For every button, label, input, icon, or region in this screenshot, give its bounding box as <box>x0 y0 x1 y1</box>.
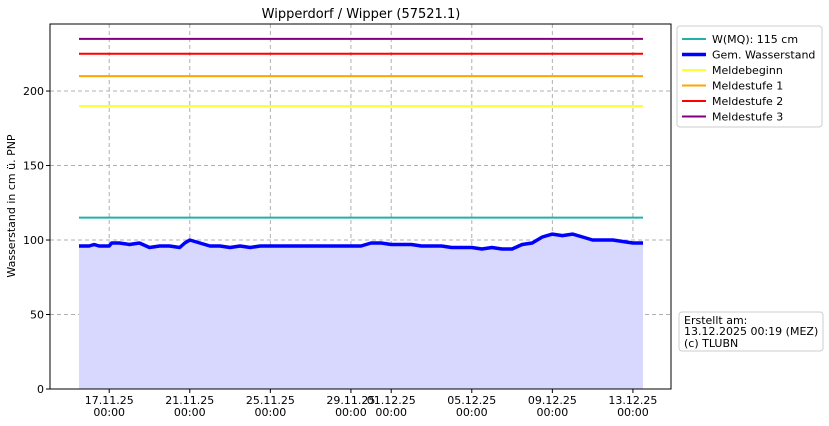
x-tick-label-date: 25.11.25 <box>246 394 295 407</box>
legend-box <box>676 25 823 128</box>
legend-label: Meldestufe 3 <box>712 111 783 124</box>
note-line-1: Erstellt am: <box>684 314 747 327</box>
x-tick-label-time: 00:00 <box>617 406 649 419</box>
x-tick-label-date: 29.11.25 <box>326 394 375 407</box>
water-level-area <box>79 234 643 389</box>
x-tick-label-time: 00:00 <box>335 406 367 419</box>
x-tick-label-time: 00:00 <box>456 406 488 419</box>
legend-label: Meldestufe 2 <box>712 95 783 108</box>
x-tick-label-date: 13.12.25 <box>608 394 657 407</box>
note-line-3: (c) TLUBN <box>684 337 738 350</box>
legend: W(MQ): 115 cm Gem. Wasserstand Meldebeginn… <box>676 25 823 128</box>
chart-title: Wipperdorf / Wipper (57521.1) <box>262 7 461 22</box>
x-tick-label-time: 00:00 <box>93 406 125 419</box>
water-level-fill <box>79 234 643 389</box>
x-tick-label-date: 01.12.25 <box>367 394 416 407</box>
x-tick-label-date: 17.11.25 <box>85 394 134 407</box>
threshold-lines <box>79 37 643 219</box>
y-tick-label: 200 <box>23 85 44 98</box>
x-axis: 17.11.2500:0021.11.2500:0025.11.2500:002… <box>85 389 657 419</box>
note-line-2: 13.12.2025 00:19 (MEZ) <box>684 325 818 338</box>
x-tick-label-date: 09.12.25 <box>528 394 577 407</box>
legend-label: Gem. Wasserstand <box>712 49 815 62</box>
x-tick-label-date: 05.12.25 <box>447 394 496 407</box>
x-tick-label-date: 21.11.25 <box>165 394 214 407</box>
y-axis-label: Wasserstand in cm ü. PNP <box>5 134 18 278</box>
note-box <box>678 311 824 352</box>
y-tick-label: 0 <box>37 383 44 396</box>
y-tick-label: 150 <box>23 160 44 173</box>
water-level-series <box>79 232 643 251</box>
x-tick-label-time: 00:00 <box>255 406 287 419</box>
water-level-line <box>79 232 643 251</box>
x-tick-label-time: 00:00 <box>174 406 206 419</box>
legend-label: W(MQ): 115 cm <box>712 33 798 46</box>
legend-label: Meldestufe 1 <box>712 80 783 93</box>
legend-label: Meldebeginn <box>712 64 783 77</box>
plot-frame <box>49 23 672 390</box>
y-tick-label: 100 <box>23 234 44 247</box>
x-tick-label-time: 00:00 <box>537 406 569 419</box>
y-tick-label: 50 <box>30 309 44 322</box>
y-axis: 0 50 100 150 200 <box>23 85 50 396</box>
creation-note: Erstellt am: 13.12.2025 00:19 (MEZ) (c) … <box>678 311 824 352</box>
x-tick-label-time: 00:00 <box>375 406 407 419</box>
